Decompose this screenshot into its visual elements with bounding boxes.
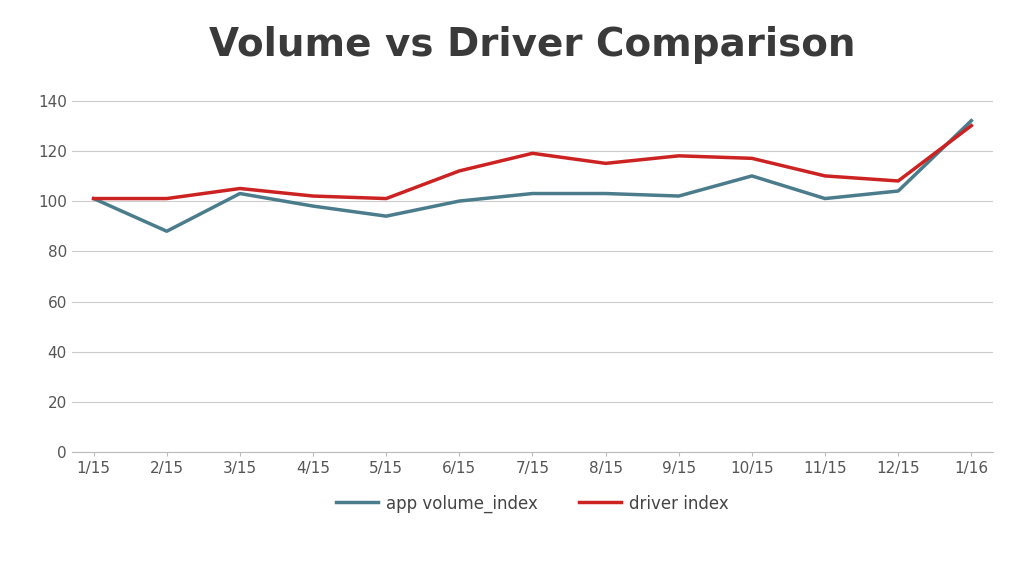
- app volume_index: [307, 202, 319, 209]
- driver index: [233, 185, 246, 192]
- app volume_index: [966, 117, 978, 124]
- driver index: [161, 195, 173, 202]
- app volume_index: [599, 190, 611, 197]
- app volume_index: [380, 213, 392, 220]
- app volume_index: [161, 228, 173, 235]
- driver index: [745, 155, 758, 162]
- Line: app volume_index: app volume_index: [93, 121, 972, 231]
- driver index: [526, 150, 539, 157]
- app volume_index: [892, 187, 904, 194]
- app volume_index: [745, 172, 758, 179]
- driver index: [966, 122, 978, 129]
- app volume_index: [233, 190, 246, 197]
- driver index: [819, 172, 831, 179]
- app volume_index: [87, 195, 99, 202]
- Legend: app volume_index, driver index: app volume_index, driver index: [329, 488, 736, 520]
- app volume_index: [819, 195, 831, 202]
- driver index: [599, 160, 611, 167]
- driver index: [87, 195, 99, 202]
- driver index: [380, 195, 392, 202]
- Line: driver index: driver index: [93, 126, 972, 198]
- driver index: [454, 168, 466, 175]
- app volume_index: [673, 193, 685, 200]
- app volume_index: [454, 198, 466, 205]
- driver index: [673, 153, 685, 160]
- driver index: [307, 193, 319, 200]
- driver index: [892, 177, 904, 184]
- app volume_index: [526, 190, 539, 197]
- Title: Volume vs Driver Comparison: Volume vs Driver Comparison: [209, 26, 856, 64]
